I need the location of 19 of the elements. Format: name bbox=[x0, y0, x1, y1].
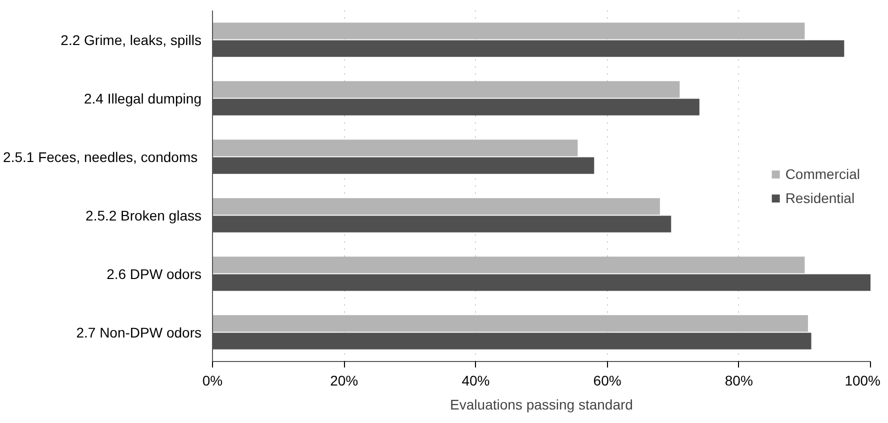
y-tick-label: 2.6 DPW odors bbox=[106, 266, 202, 282]
y-tick-label: 2.2 Grime, leaks, spills bbox=[60, 32, 202, 48]
x-tick-label: 60% bbox=[593, 372, 622, 388]
y-tick-label: 2.5.2 Broken glass bbox=[86, 207, 202, 224]
bar bbox=[212, 315, 808, 332]
y-tick-label: 2.5.1 Feces, needles, condoms bbox=[3, 148, 198, 165]
x-tick-label: 20% bbox=[330, 372, 358, 388]
x-tick-label: 80% bbox=[724, 372, 753, 388]
x-axis-title: Evaluations passing standard bbox=[450, 396, 633, 412]
bar bbox=[212, 198, 660, 215]
legend-label: Commercial bbox=[785, 166, 860, 182]
x-tick-label: 40% bbox=[462, 372, 490, 388]
x-tick-label: 0% bbox=[202, 372, 223, 388]
y-tick-label: 2.4 Illegal dumping bbox=[84, 90, 202, 106]
bar bbox=[212, 22, 805, 40]
x-tick-label: 100% bbox=[844, 372, 881, 388]
legend-label: Residential bbox=[785, 190, 855, 206]
y-tick-label: 2.7 Non-DPW odors bbox=[76, 324, 202, 340]
bar bbox=[212, 140, 578, 156]
